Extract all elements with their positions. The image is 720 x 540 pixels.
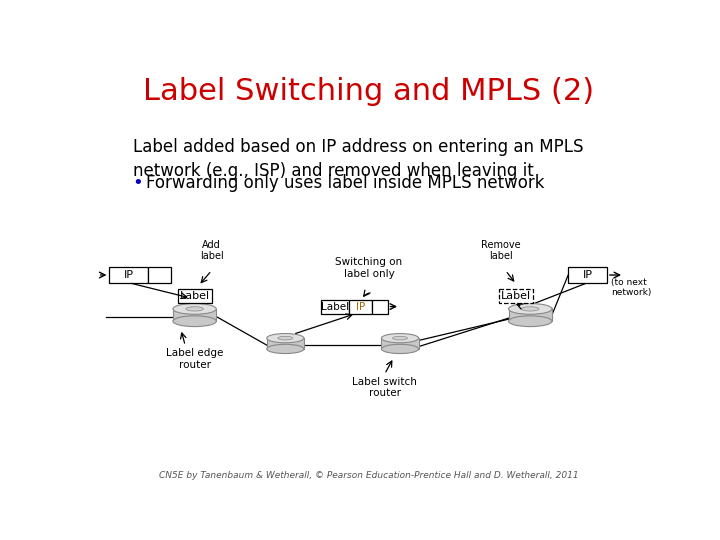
Text: Remove
label: Remove label [481, 240, 521, 261]
Ellipse shape [382, 334, 418, 343]
Ellipse shape [382, 345, 418, 354]
Text: IP: IP [582, 270, 593, 280]
Ellipse shape [186, 307, 203, 311]
Ellipse shape [173, 303, 216, 314]
Text: IP: IP [124, 270, 134, 280]
Text: CN5E by Tanenbaum & Wetherall, © Pearson Education-Prentice Hall and D. Wetheral: CN5E by Tanenbaum & Wetherall, © Pearson… [159, 471, 579, 480]
Text: Add
label: Add label [200, 240, 223, 261]
FancyBboxPatch shape [178, 289, 212, 303]
Text: IP: IP [356, 301, 365, 312]
Bar [266, 338, 304, 349]
Text: Label Switching and MPLS (2): Label Switching and MPLS (2) [143, 77, 595, 106]
Bar [173, 309, 216, 321]
Text: Label switch
router: Label switch router [352, 377, 417, 399]
Ellipse shape [266, 345, 304, 354]
Ellipse shape [508, 303, 552, 314]
Ellipse shape [392, 336, 408, 340]
Ellipse shape [278, 336, 293, 340]
Ellipse shape [508, 316, 552, 327]
FancyBboxPatch shape [372, 300, 387, 314]
Bar [508, 309, 552, 321]
Text: Label edge
router: Label edge router [166, 348, 223, 370]
Text: •: • [132, 174, 143, 192]
Ellipse shape [521, 307, 539, 311]
FancyBboxPatch shape [321, 300, 349, 314]
Text: (to next
network): (to next network) [611, 278, 651, 298]
Bar [382, 338, 418, 349]
Text: Switching on
label only: Switching on label only [336, 257, 402, 279]
FancyBboxPatch shape [568, 267, 607, 283]
Text: Label: Label [501, 291, 531, 301]
Ellipse shape [266, 334, 304, 343]
Text: Label: Label [321, 301, 349, 312]
Text: Label: Label [179, 291, 210, 301]
Text: Forwarding only uses label inside MPLS network: Forwarding only uses label inside MPLS n… [145, 174, 544, 192]
FancyBboxPatch shape [499, 289, 534, 303]
FancyBboxPatch shape [349, 300, 372, 314]
Ellipse shape [173, 316, 216, 327]
FancyBboxPatch shape [109, 267, 148, 283]
FancyBboxPatch shape [148, 267, 171, 283]
Text: Label added based on IP address on entering an MPLS
network (e.g., ISP) and remo: Label added based on IP address on enter… [132, 138, 583, 180]
